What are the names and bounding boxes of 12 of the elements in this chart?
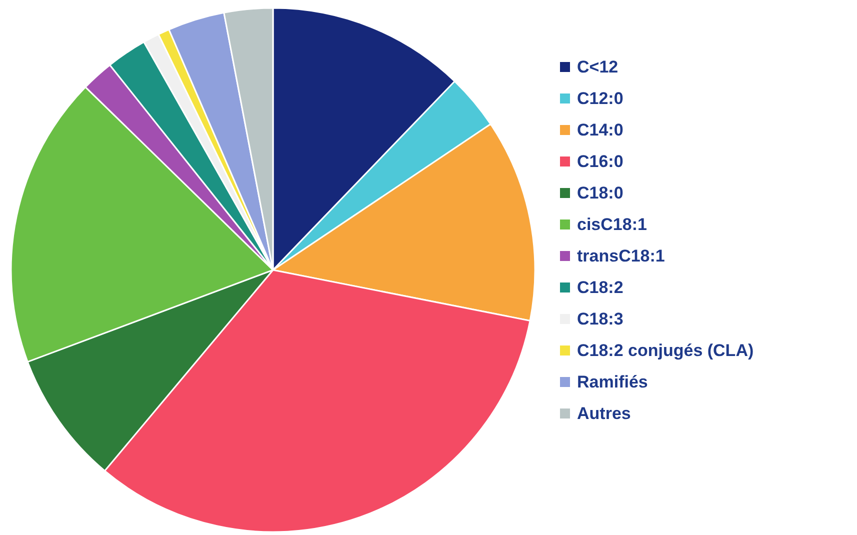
legend-label: C18:2 conjugés (CLA) (577, 341, 754, 360)
legend-label: cisC18:1 (577, 215, 647, 234)
legend-label: transC18:1 (577, 246, 665, 266)
legend-label: C<12 (577, 58, 618, 76)
legend-label: C18:0 (577, 184, 624, 202)
legend-label: C14:0 (577, 120, 624, 140)
legend-label: C18:2 (577, 278, 624, 297)
legend-label: C12:0 (577, 89, 624, 108)
legend-label: C18:3 (577, 310, 624, 328)
legend-label: Ramifiés (577, 372, 648, 392)
legend-label: Autres (577, 404, 631, 423)
legend-label: C16:0 (577, 152, 624, 171)
